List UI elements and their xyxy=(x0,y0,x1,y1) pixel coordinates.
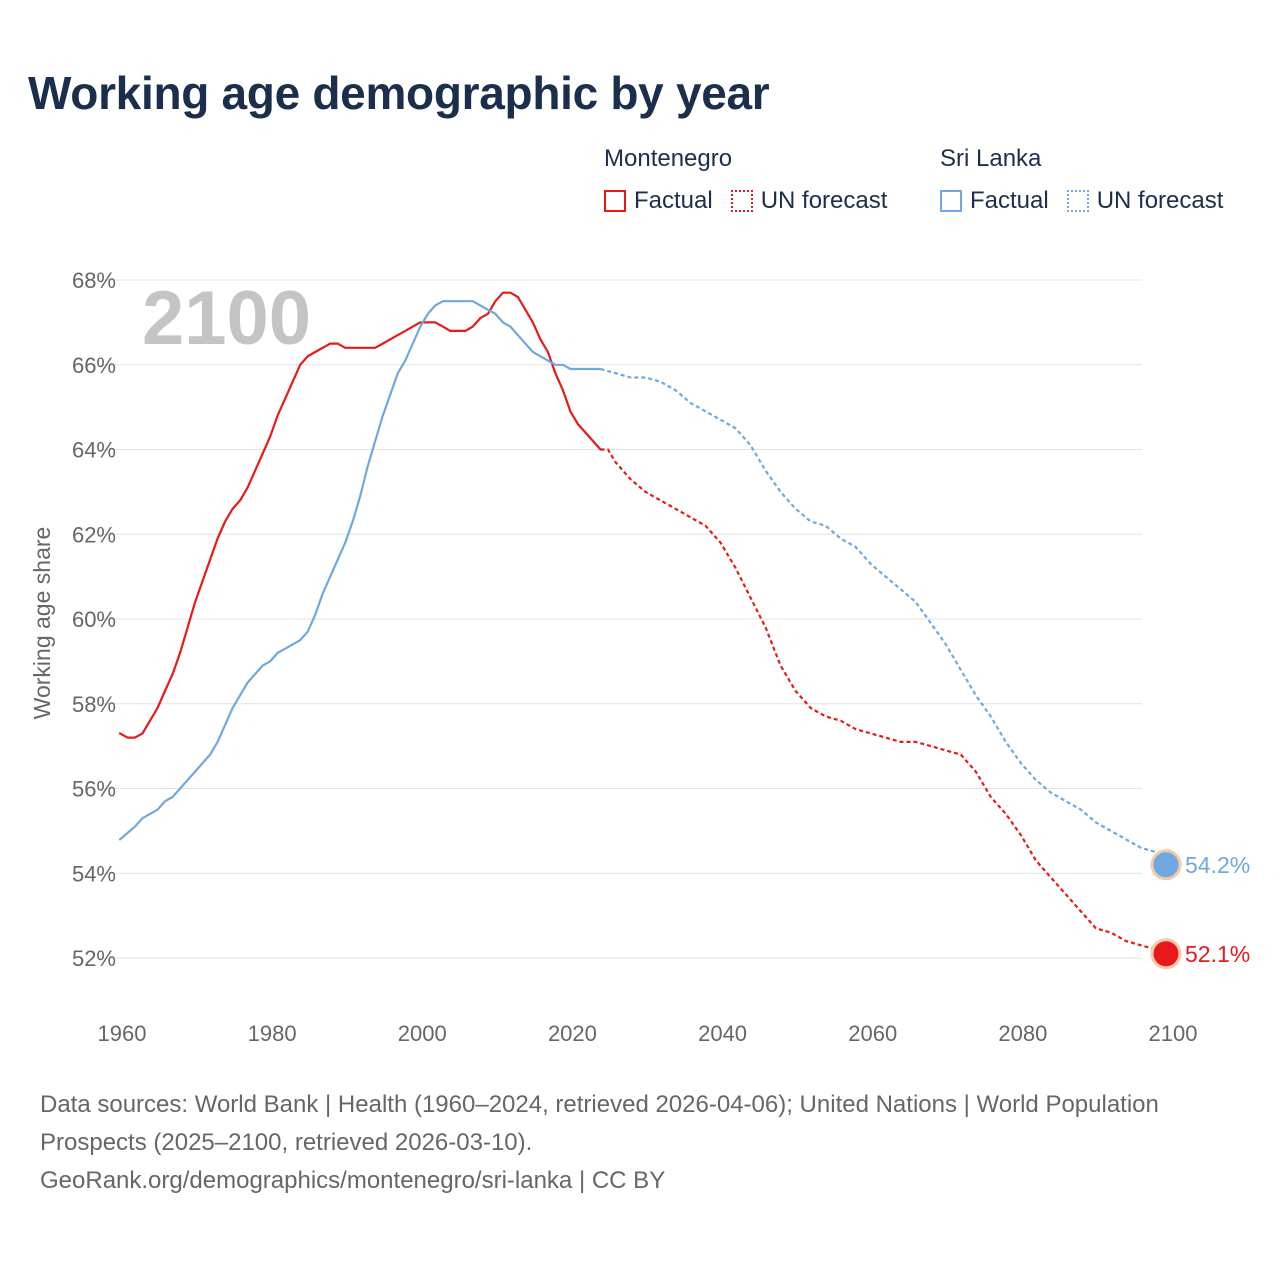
y-tick-label: 58% xyxy=(72,692,116,717)
montenegro-end-label: 52.1% xyxy=(1185,941,1250,967)
legend-sri-lanka-factual[interactable]: Factual xyxy=(940,187,1049,215)
montenegro-flag-icon xyxy=(1150,938,1182,970)
x-tick-label: 1960 xyxy=(98,1021,147,1046)
line-chart: 2100 52% 54% 56% 58% 60% 62% 64% 66% 68% 1960 1980 2… xyxy=(29,268,1250,1046)
x-tick-label: 2060 xyxy=(848,1021,897,1046)
y-tick-label: 66% xyxy=(72,353,116,378)
legend-label: Factual xyxy=(634,187,713,214)
legend-label: UN forecast xyxy=(760,187,888,214)
data-sources: Data sources: World Bank | Health (1960–… xyxy=(40,1091,1159,1156)
legend-label: UN forecast xyxy=(1096,187,1224,214)
legend-group-name: Montenegro xyxy=(604,145,733,172)
sri-lanka-forecast-line xyxy=(600,367,1172,866)
solid-swatch-icon xyxy=(940,190,962,212)
x-tick-label: 2020 xyxy=(548,1021,597,1046)
sri-lanka-end-label: 54.2% xyxy=(1185,852,1250,878)
y-axis-label: Working age share xyxy=(29,527,55,720)
chart-title: Working age demographic by year xyxy=(28,67,770,119)
attribution: GeoRank.org/demographics/montenegro/sri-… xyxy=(40,1167,666,1194)
x-tick-label: 1980 xyxy=(248,1021,297,1046)
y-tick-label: 68% xyxy=(72,268,116,293)
legend-montenegro-forecast[interactable]: UN forecast xyxy=(730,187,888,215)
legend-sri-lanka-forecast[interactable]: UN forecast xyxy=(1066,187,1224,215)
y-tick-label: 60% xyxy=(72,607,116,632)
y-tick-label: 56% xyxy=(72,777,116,802)
legend-label: Factual xyxy=(970,187,1049,214)
y-tick-label: 52% xyxy=(72,946,116,971)
legend-sri-lanka: Sri Lanka Factual UN forecast xyxy=(940,145,1241,215)
x-tick-label: 2040 xyxy=(698,1021,747,1046)
solid-swatch-icon xyxy=(604,190,626,212)
legend-montenegro-factual[interactable]: Factual xyxy=(604,187,713,215)
legend-group-name: Sri Lanka xyxy=(940,145,1042,172)
sri-lanka-factual-line xyxy=(118,300,602,841)
footer: Data sources: World Bank | Health (1960–… xyxy=(40,1086,1160,1200)
legend-montenegro: Montenegro Factual UN forecast xyxy=(604,145,905,215)
y-tick-label: 54% xyxy=(72,861,116,886)
y-tick-label: 64% xyxy=(72,438,116,463)
x-tick-label: 2100 xyxy=(1149,1021,1198,1046)
dotted-swatch-icon xyxy=(730,190,753,212)
sri-lanka-flag-icon xyxy=(1150,849,1182,881)
x-tick-label: 2000 xyxy=(398,1021,447,1046)
montenegro-forecast-line xyxy=(600,448,1172,955)
year-watermark: 2100 xyxy=(142,276,311,361)
dotted-swatch-icon xyxy=(1066,190,1089,212)
montenegro-factual-line xyxy=(118,291,602,739)
x-tick-label: 2080 xyxy=(998,1021,1047,1046)
y-tick-label: 62% xyxy=(72,522,116,547)
